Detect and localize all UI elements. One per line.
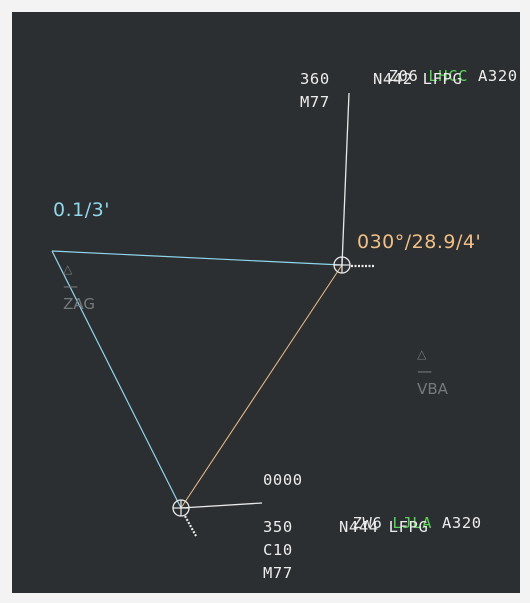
aircraft-type: A320: [468, 67, 518, 85]
route: N442 LFPG: [373, 70, 463, 88]
fix-dash: —: [417, 362, 433, 380]
triangle-icon: △: [63, 262, 73, 276]
measure-label-cyan[interactable]: 0.1/3': [53, 199, 110, 221]
aircraft-2-symbol: [172, 499, 197, 537]
leader-line-aircraft-2: [180, 502, 263, 509]
aircraft-type: A320: [432, 514, 482, 532]
callsign-prefix: Z06: [388, 67, 429, 85]
callsign[interactable]: LJLA: [392, 514, 433, 532]
measure-line-cyan-left: [51, 250, 182, 509]
triangle-icon: △: [417, 347, 427, 361]
fix-zag[interactable]: △ — ZAG: [44, 241, 95, 331]
leader-line-aircraft-1: [341, 92, 350, 266]
climb-rate[interactable]: C10: [263, 541, 293, 559]
fix-label: ZAG: [63, 295, 95, 313]
fix-label: VBA: [417, 380, 448, 398]
radar-graphics: [51, 92, 374, 537]
callsign[interactable]: LHCC: [428, 67, 469, 85]
route: N444 LFPG: [339, 518, 429, 536]
fix-dash: —: [63, 277, 79, 295]
cleared-level[interactable]: 360: [300, 70, 330, 88]
radar-scope[interactable]: △ — ZAG △ — VBA 0.1/3' 030°/28.9/4' Z06 …: [12, 12, 520, 593]
squawk: 0000: [263, 471, 303, 489]
speed[interactable]: M77: [300, 93, 330, 111]
cleared-level[interactable]: 350: [263, 518, 293, 536]
measure-label-orange[interactable]: 030°/28.9/4': [357, 231, 482, 253]
callsign-prefix: ZW6: [352, 514, 393, 532]
fix-vba[interactable]: △ — VBA: [398, 326, 448, 416]
label-line-1: Z06 LHCC A320: [329, 46, 518, 106]
speed[interactable]: M77: [263, 564, 293, 582]
measure-line-cyan-top: [51, 250, 343, 266]
measure-line-orange: [180, 264, 343, 509]
label-line-1: ZW6 LJLA A320: [293, 493, 482, 553]
aircraft-1-symbol: [333, 256, 374, 274]
